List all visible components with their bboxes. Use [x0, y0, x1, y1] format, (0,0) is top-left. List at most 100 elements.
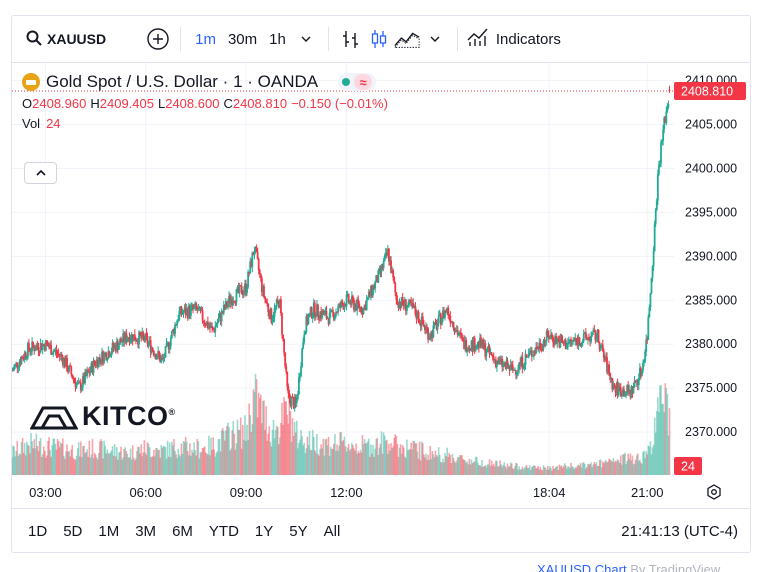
- indicators-button[interactable]: Indicators: [466, 16, 561, 62]
- candle-body: [615, 383, 618, 393]
- volume-bar: [588, 464, 590, 475]
- candle-body: [73, 378, 76, 382]
- bars-style-icon[interactable]: [337, 25, 365, 53]
- candle-body: [256, 252, 259, 259]
- candle-body: [465, 339, 468, 352]
- candle-body: [357, 299, 360, 304]
- price-chart[interactable]: 2410.0002405.0002400.0002395.0002390.000…: [12, 63, 750, 508]
- candle-body: [156, 357, 158, 360]
- candle-body: [479, 337, 481, 348]
- candle-body: [50, 344, 53, 355]
- volume-bar: [624, 452, 626, 475]
- volume-bar: [68, 451, 70, 475]
- candle-body: [388, 248, 390, 262]
- volume-bar: [595, 462, 598, 475]
- candle-body: [111, 342, 114, 352]
- area-style-icon[interactable]: [393, 25, 421, 53]
- volume-bar: [394, 434, 397, 475]
- range-1y[interactable]: 1Y: [254, 522, 274, 540]
- candle-body: [257, 258, 260, 270]
- volume-bar: [352, 445, 354, 475]
- volume-bar: [368, 438, 370, 475]
- volume-bar: [70, 449, 73, 475]
- range-1m[interactable]: 1M: [98, 522, 120, 540]
- volume-bar: [242, 425, 244, 475]
- symbol-label: XAUUSD: [47, 31, 107, 47]
- candle-body: [340, 301, 343, 308]
- range-1d[interactable]: 1D: [28, 522, 48, 540]
- attribution-link[interactable]: XAUUSD Chart: [537, 562, 627, 572]
- volume-bar: [336, 444, 338, 475]
- collapse-legend-button[interactable]: [24, 162, 57, 184]
- candle-body: [255, 246, 258, 253]
- range-3m[interactable]: 3M: [135, 522, 157, 540]
- candle-body: [20, 357, 23, 365]
- candles-style-icon[interactable]: [365, 25, 393, 53]
- candle-body: [310, 307, 313, 318]
- range-ytd[interactable]: YTD: [208, 522, 239, 540]
- range-all[interactable]: All: [323, 522, 341, 540]
- volume-bar: [477, 462, 479, 475]
- settings-gear-icon[interactable]: [707, 484, 721, 500]
- candle-body: [164, 346, 167, 358]
- candle-body: [125, 333, 128, 343]
- volume-bar: [41, 454, 44, 475]
- candle-body: [362, 307, 365, 314]
- volume-bar: [400, 453, 403, 475]
- candle-body: [323, 312, 326, 315]
- candle-body: [380, 264, 383, 273]
- clock-timezone[interactable]: 21:41:13 (UTC-4): [621, 522, 738, 540]
- candle-body: [563, 340, 566, 345]
- volume-bar: [282, 424, 284, 475]
- candle-body: [619, 387, 622, 396]
- chevron-down-icon[interactable]: [292, 25, 320, 53]
- candle-body: [122, 333, 125, 342]
- interval-1m[interactable]: 1m: [195, 30, 216, 48]
- volume-bar: [489, 466, 492, 475]
- volume-bar: [626, 460, 628, 475]
- volume-bar: [364, 443, 367, 475]
- volume-bar: [598, 460, 601, 475]
- kitco-mark-icon: [30, 406, 78, 429]
- volume-bar: [16, 440, 19, 475]
- volume-bar: [235, 443, 238, 475]
- range-5y[interactable]: 5Y: [289, 522, 308, 540]
- volume-bar: [210, 437, 212, 475]
- volume-bar: [207, 454, 209, 475]
- volume-bar: [426, 459, 428, 475]
- chevron-down-icon[interactable]: [421, 25, 449, 53]
- x-tick-label: 06:00: [129, 485, 162, 500]
- volume-bar: [357, 451, 360, 475]
- interval-1h[interactable]: 1h: [269, 30, 286, 48]
- candle-body: [300, 366, 302, 376]
- volume-bar: [315, 452, 317, 475]
- candle-body: [319, 311, 321, 319]
- volume-bar: [360, 452, 363, 475]
- volume-bar: [443, 462, 445, 475]
- volume-bar: [428, 459, 430, 475]
- volume-bar: [170, 457, 172, 475]
- candle-body: [519, 362, 522, 365]
- symbol-search[interactable]: XAUUSD: [12, 16, 106, 62]
- candle-body: [458, 332, 461, 335]
- candle-body: [324, 310, 327, 313]
- volume-bar: [399, 444, 402, 475]
- volume-bar: [409, 449, 411, 475]
- volume-bar: [398, 447, 401, 475]
- compare-add-icon[interactable]: [144, 25, 172, 53]
- candle-body: [64, 358, 66, 367]
- market-status[interactable]: ≈: [338, 73, 377, 91]
- candle-body: [538, 342, 541, 350]
- volume-bar: [36, 446, 39, 475]
- candle-body: [112, 342, 115, 349]
- volume-bar: [401, 445, 404, 475]
- candle-body: [194, 303, 197, 307]
- attribution[interactable]: XAUUSD Chart By TradingView: [537, 562, 720, 572]
- candle-body: [345, 294, 348, 307]
- range-6m[interactable]: 6M: [172, 522, 193, 540]
- volume-bar: [554, 468, 556, 475]
- volume-bar: [586, 466, 588, 475]
- candle-body: [102, 351, 104, 363]
- interval-30m[interactable]: 30m: [227, 30, 258, 48]
- range-5d[interactable]: 5D: [63, 522, 83, 540]
